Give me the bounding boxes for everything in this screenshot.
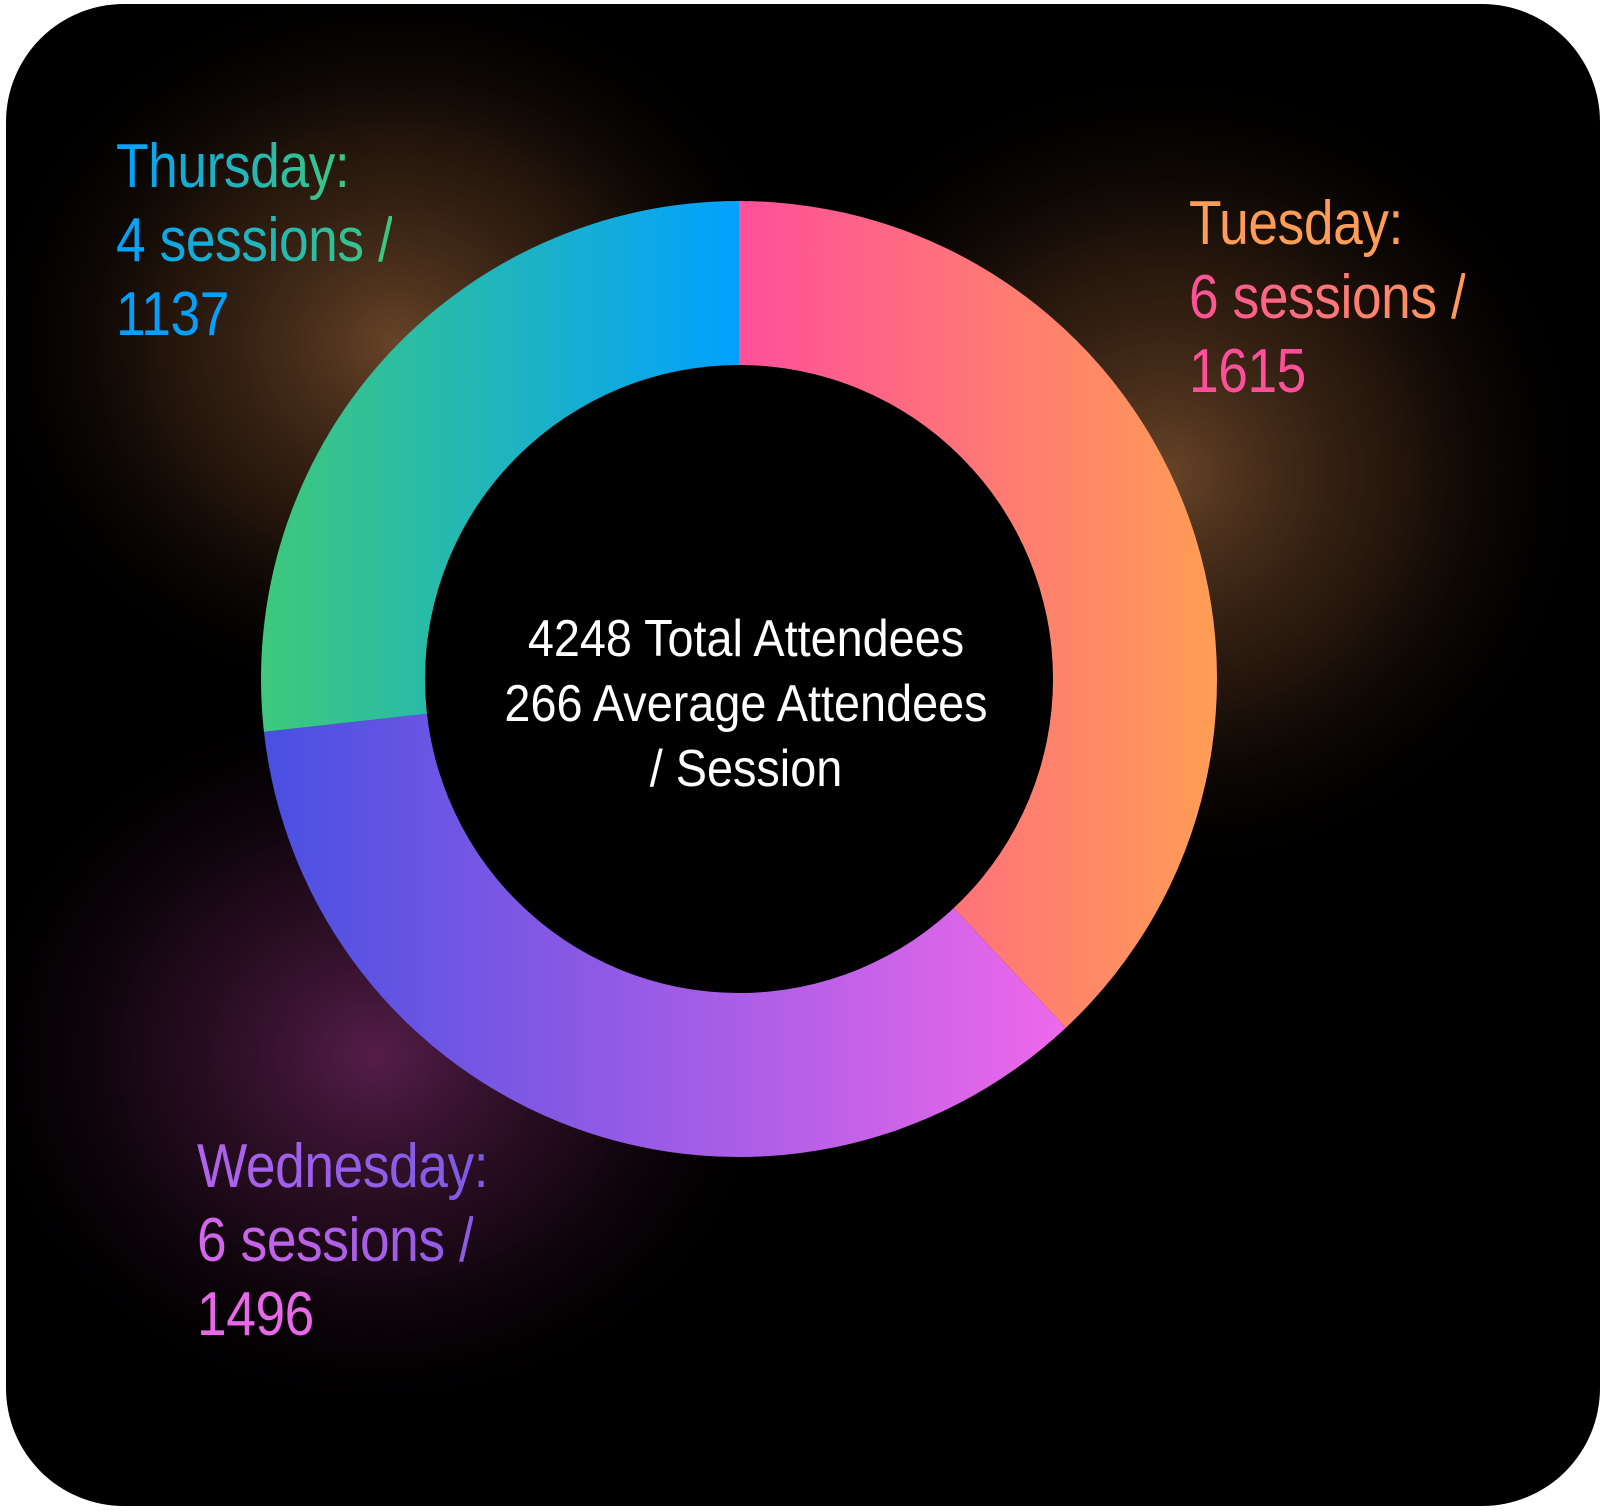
chart-card: Thursday: 4 sessions / 1137 Tuesday: 6 s… — [6, 4, 1600, 1506]
center-average: 266 Average Attendees — [504, 675, 988, 733]
center-summary: 4248 Total Attendees 266 Average Attende… — [446, 607, 1046, 802]
label-wednesday-sessions: 6 sessions / — [197, 1204, 474, 1278]
label-tuesday: Tuesday: 6 sessions / 1615 — [1189, 187, 1466, 409]
donut-hole — [425, 365, 1053, 993]
center-total: 4248 Total Attendees — [527, 610, 965, 668]
label-thursday-sessions: 4 sessions / — [116, 204, 393, 278]
label-tuesday-count: 1615 — [1189, 335, 1306, 409]
donut-chart — [6, 4, 1600, 1434]
label-wednesday: Wednesday: 6 sessions / 1496 — [197, 1130, 489, 1352]
label-thursday-count: 1137 — [116, 278, 229, 352]
label-wednesday-day: Wednesday: — [197, 1130, 489, 1204]
label-wednesday-count: 1496 — [197, 1278, 314, 1352]
label-thursday-day: Thursday: — [116, 130, 350, 204]
label-thursday: Thursday: 4 sessions / 1137 — [116, 130, 393, 352]
label-tuesday-day: Tuesday: — [1189, 187, 1403, 261]
label-tuesday-sessions: 6 sessions / — [1189, 261, 1466, 335]
center-average-unit: / Session — [649, 740, 843, 798]
